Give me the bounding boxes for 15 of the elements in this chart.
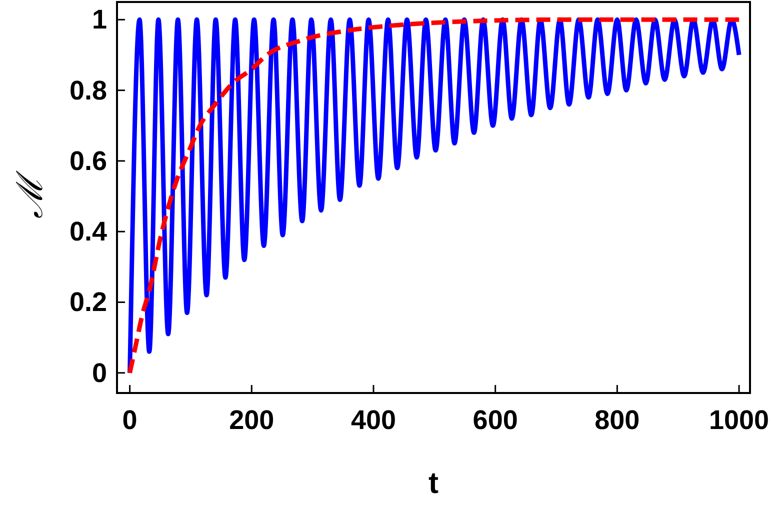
y-tick-label: 0.2 (69, 287, 107, 318)
x-tick-label: 600 (472, 405, 518, 435)
x-tick-label: 400 (350, 405, 396, 435)
line-series (128, 17, 742, 376)
x-tick-label: 800 (594, 405, 640, 435)
y-tick-label: 0 (92, 358, 107, 388)
x-axis-title: t (428, 467, 438, 500)
y-tick-label: 0.8 (69, 75, 107, 106)
y-tick-label: 0.6 (69, 146, 107, 176)
x-tick-label: 0 (122, 405, 138, 435)
y-tick-label: 0.4 (69, 216, 107, 247)
x-tick-label: 1000 (708, 405, 770, 435)
x-tick-label: 200 (229, 405, 274, 435)
y-axis-title: ℳ (10, 170, 51, 218)
y-tick-label: 1 (92, 4, 107, 35)
